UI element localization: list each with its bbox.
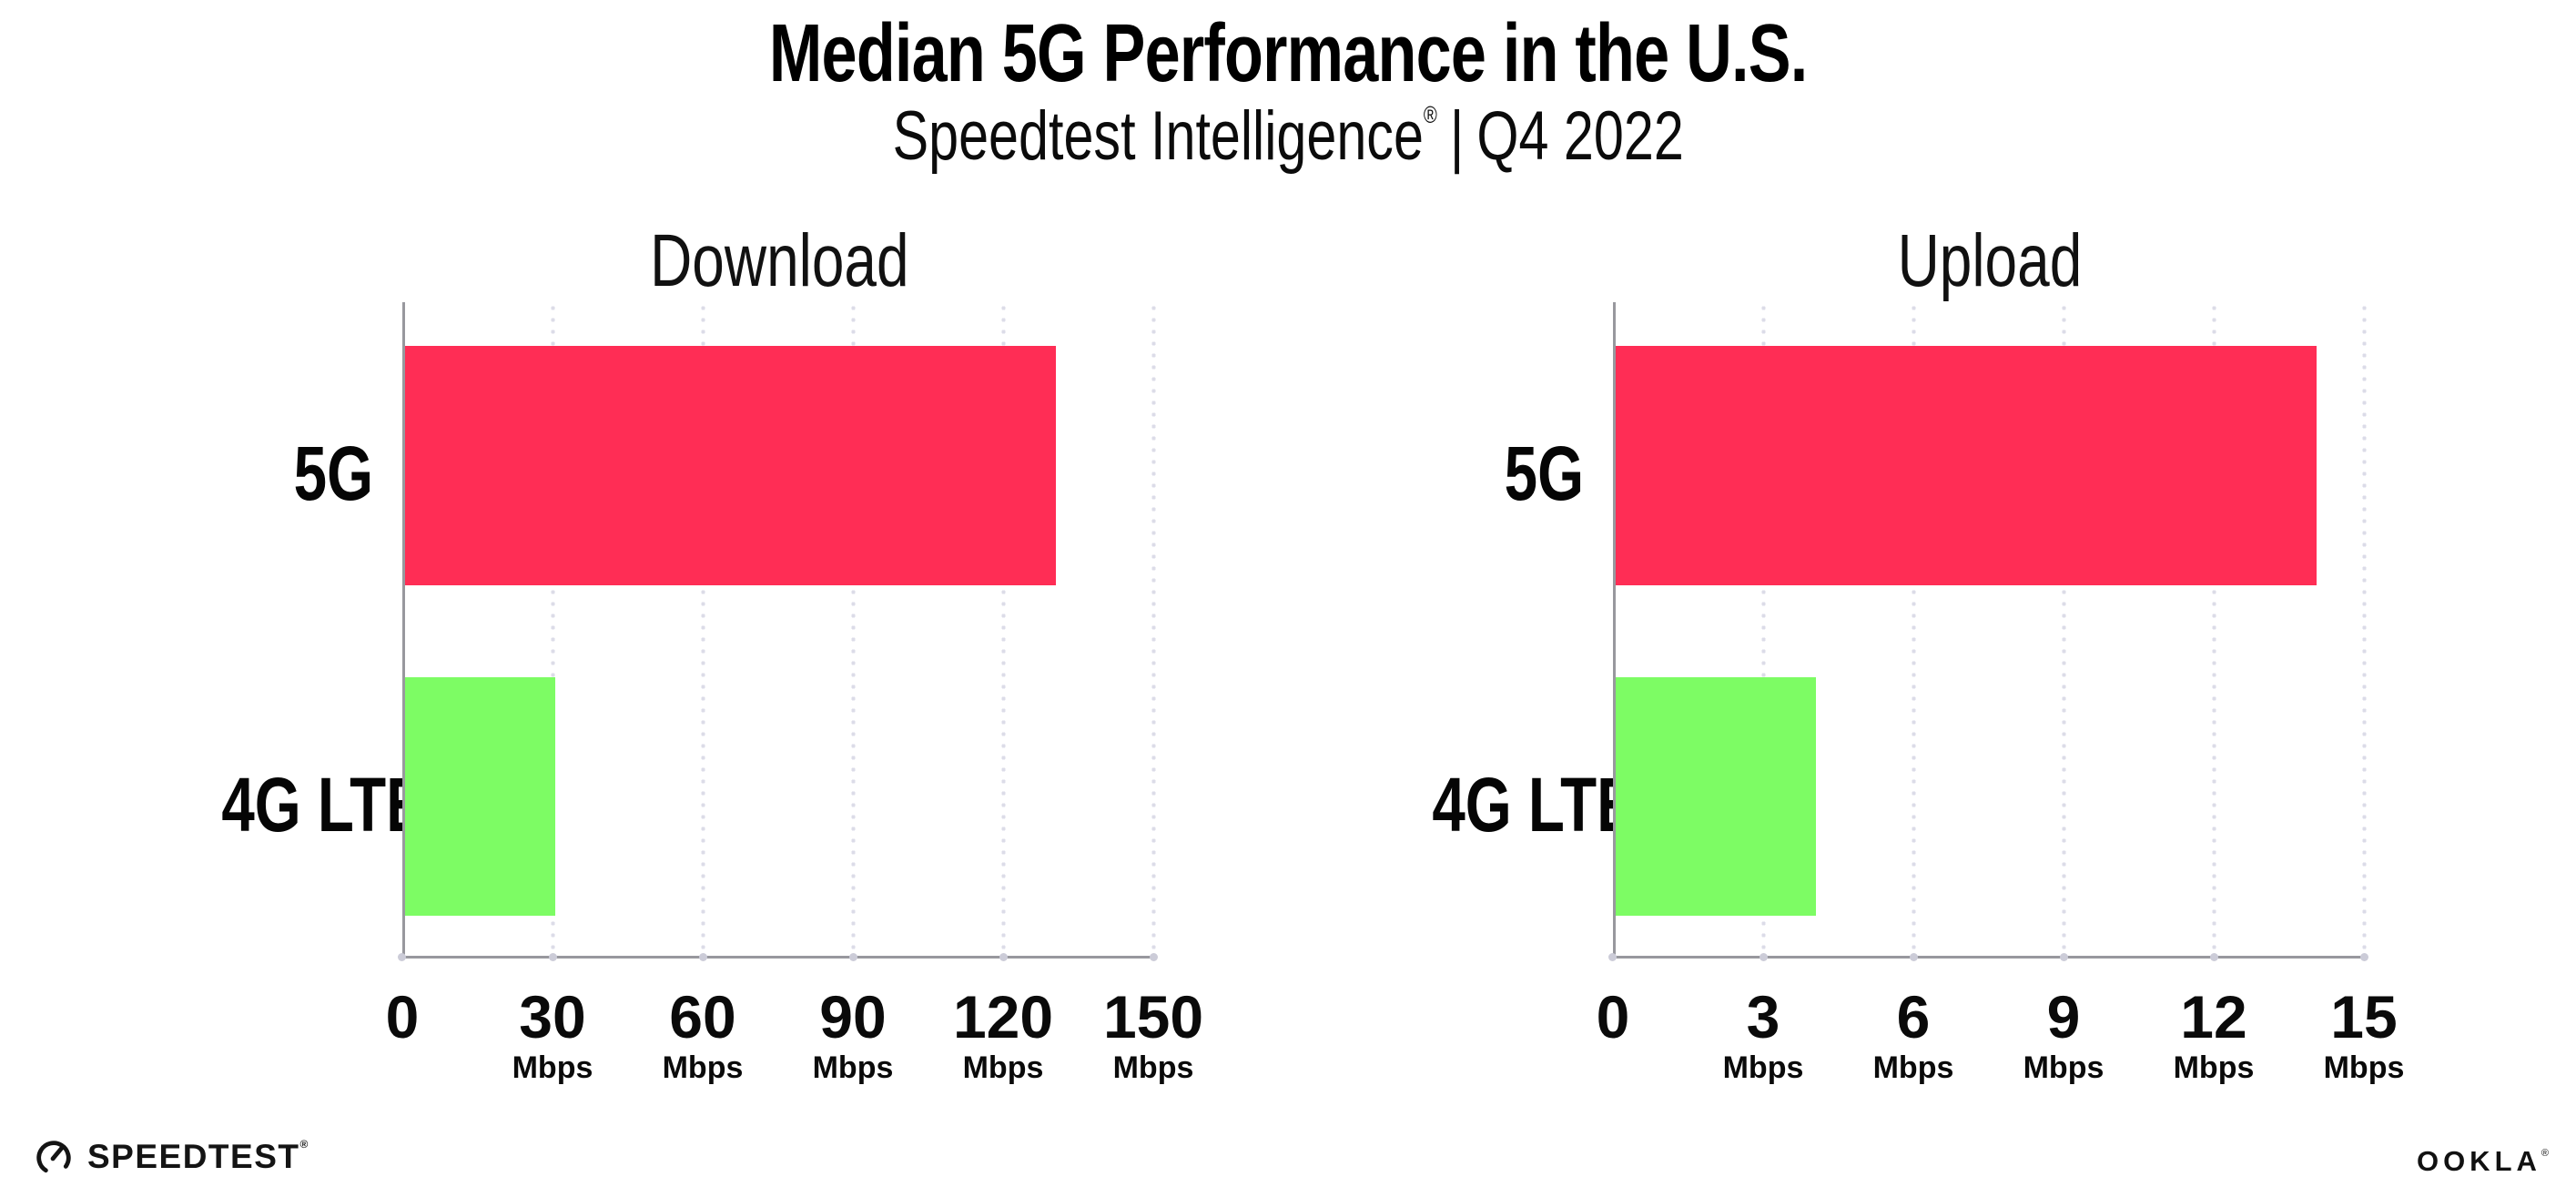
x-tick-value: 9: [2046, 983, 2081, 1050]
subtitle-period: Q4 2022: [1476, 97, 1684, 175]
axis-tick-dot: [2360, 953, 2368, 961]
x-tick-unit: Mbps: [2173, 1050, 2255, 1085]
x-tick-unit: Mbps: [2323, 1050, 2405, 1085]
x-tick-unit: Mbps: [662, 1050, 744, 1085]
page-title: Median 5G Performance in the U.S.: [0, 13, 2576, 95]
x-tick-value: 6: [1896, 983, 1931, 1050]
x-tick: 6 Mbps: [1804, 987, 2023, 1083]
x-tick: 12 Mbps: [2104, 987, 2323, 1083]
x-tick: 15 Mbps: [2255, 987, 2473, 1083]
x-tick: 0: [1504, 987, 1722, 1083]
bar-5g-upload: [1616, 346, 2317, 585]
page-subtitle: Speedtest Intelligence® | Q4 2022: [0, 102, 2576, 171]
x-tick-value: 90: [819, 983, 887, 1050]
x-tick-value: 0: [385, 983, 420, 1050]
x-tick: 9 Mbps: [1954, 987, 2173, 1083]
x-tick: 0: [293, 987, 512, 1083]
axis-tick-dot: [2210, 953, 2218, 961]
x-tick-unit: Mbps: [2023, 1050, 2104, 1085]
speedtest-gauge-icon: [33, 1136, 75, 1178]
y-axis-label-5g: 5G: [293, 431, 373, 516]
chart-upload: Upload 5G 4G LTE 0 3 Mb: [1374, 224, 2404, 1121]
x-tick-unit: Mbps: [812, 1050, 894, 1085]
y-axis-label-4g-lte: 4G LTE: [221, 762, 426, 847]
x-tick: 90 Mbps: [744, 987, 962, 1083]
axis-tick-dot: [1760, 953, 1768, 961]
axis-tick-dot: [1608, 953, 1617, 961]
bar-4g-lte-download: [405, 677, 555, 916]
chart-title-upload: Upload: [1897, 219, 2083, 302]
gridline: [1912, 302, 1916, 956]
x-tick-unit: Mbps: [1722, 1050, 1804, 1085]
axis-tick-dot: [398, 953, 406, 961]
x-tick-unit: Mbps: [1872, 1050, 1954, 1085]
x-tick-value: 30: [519, 983, 586, 1050]
x-tick-value: 0: [1596, 983, 1630, 1050]
page-subtitle-text: Speedtest Intelligence® | Q4 2022: [892, 102, 1683, 171]
axis-tick-dot: [1150, 953, 1158, 961]
plot-area-upload: 0 3 Mbps 6 Mbps 9 Mbps 12 Mbps 15 Mbps: [1597, 302, 2404, 1083]
speedtest-wordmark: SPEEDTEST®: [87, 1138, 309, 1175]
x-tick-unit: Mbps: [512, 1050, 593, 1085]
axis-tick-dot: [849, 953, 857, 961]
subtitle-brand: Speedtest Intelligence: [892, 97, 1424, 175]
gridline: [1761, 302, 1766, 956]
chart-download: Download 5G 4G LTE 0 30: [164, 224, 1203, 1121]
y-axis-labels-upload: 5G 4G LTE: [1374, 302, 1637, 959]
gridline: [2212, 302, 2216, 956]
registered-mark-icon: ®: [2541, 1148, 2549, 1159]
gridline: [701, 302, 705, 956]
x-tick: 30 Mbps: [443, 987, 662, 1083]
registered-mark-icon: ®: [1423, 101, 1437, 128]
page-title-text: Median 5G Performance in the U.S.: [768, 8, 1808, 99]
y-axis-labels-download: 5G 4G LTE: [164, 302, 426, 959]
x-tick-unit: Mbps: [1112, 1050, 1194, 1085]
chart-title-download: Download: [649, 219, 909, 302]
axis-tick-dot: [549, 953, 557, 961]
x-tick: 150 Mbps: [1044, 987, 1263, 1083]
x-tick-value: 12: [2180, 983, 2247, 1050]
ookla-logo: OOKLA®: [2417, 1145, 2549, 1178]
trademark-icon: ®: [299, 1138, 309, 1151]
bar-4g-lte-upload: [1616, 677, 1816, 916]
gridline: [551, 302, 555, 956]
ookla-wordmark: OOKLA: [2416, 1145, 2541, 1177]
x-tick: 120 Mbps: [894, 987, 1112, 1083]
gridline: [1001, 302, 1006, 956]
x-tick-value: 120: [952, 983, 1054, 1050]
bar-5g-download: [405, 346, 1056, 585]
x-tick-value: 15: [2330, 983, 2398, 1050]
axis-tick-dot: [699, 953, 707, 961]
x-tick-value: 150: [1102, 983, 1204, 1050]
speedtest-logo: SPEEDTEST®: [33, 1136, 309, 1178]
y-axis-label-5g: 5G: [1504, 431, 1584, 516]
gridline: [2062, 302, 2066, 956]
axis-tick-dot: [2060, 953, 2068, 961]
x-tick-value: 60: [669, 983, 736, 1050]
plot-area-download: 0 30 Mbps 60 Mbps 90 Mbps 120 Mbps 150 M…: [386, 302, 1203, 1083]
gridline: [851, 302, 856, 956]
x-tick: 60 Mbps: [593, 987, 812, 1083]
x-tick-value: 3: [1746, 983, 1780, 1050]
axis-tick-dot: [999, 953, 1008, 961]
subtitle-separator: |: [1449, 97, 1465, 175]
x-tick-unit: Mbps: [962, 1050, 1044, 1085]
x-tick: 3 Mbps: [1654, 987, 1872, 1083]
gridline: [1151, 302, 1156, 956]
y-axis-label-4g-lte: 4G LTE: [1432, 762, 1637, 847]
gridline: [2362, 302, 2367, 956]
axis-tick-dot: [1910, 953, 1918, 961]
